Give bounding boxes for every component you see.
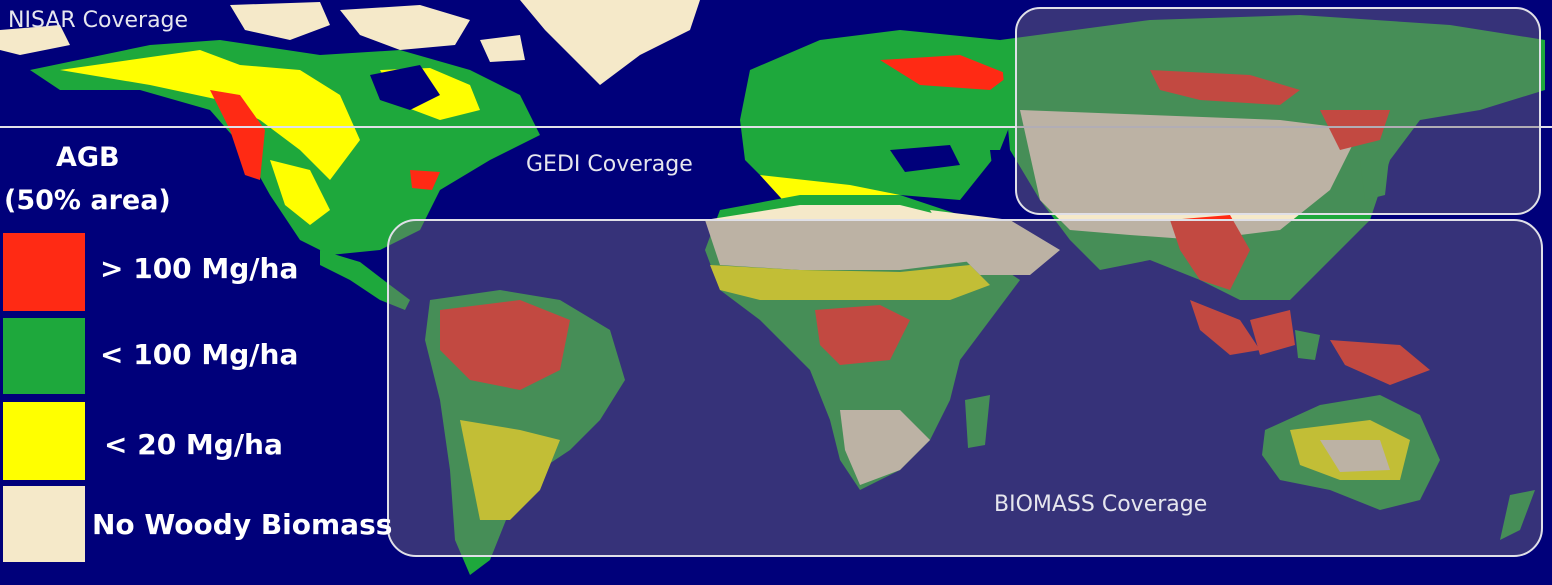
nisar-coverage-label: NISAR Coverage (8, 8, 189, 33)
legend-swatch-none (3, 486, 85, 562)
legend-title: AGB (56, 142, 120, 173)
gedi-coverage-label: GEDI Coverage (526, 152, 693, 177)
biomass-coverage-label: BIOMASS Coverage (994, 492, 1208, 517)
legend-swatch-low (3, 402, 85, 480)
north-america (30, 40, 540, 310)
arabia (930, 210, 1060, 275)
legend-label-mid: < 100 Mg/ha (100, 338, 299, 371)
southeast-asia-islands (1190, 300, 1430, 385)
australia (1262, 395, 1440, 510)
legend-subtitle: (50% area) (4, 185, 171, 216)
legend-swatch-mid (3, 318, 85, 394)
biomass-coverage-box (387, 219, 1543, 557)
asia (1000, 15, 1545, 300)
legend-label-high: > 100 Mg/ha (100, 252, 299, 285)
africa (705, 195, 1020, 490)
greenland (520, 0, 700, 85)
new-zealand (1500, 490, 1535, 540)
gedi-coverage-box (1015, 7, 1541, 215)
legend-label-low: < 20 Mg/ha (104, 428, 283, 461)
arctic-islands (0, 2, 525, 62)
south-america (425, 290, 625, 575)
legend-swatch-high (3, 233, 85, 311)
legend-label-none: No Woody Biomass (92, 508, 393, 541)
